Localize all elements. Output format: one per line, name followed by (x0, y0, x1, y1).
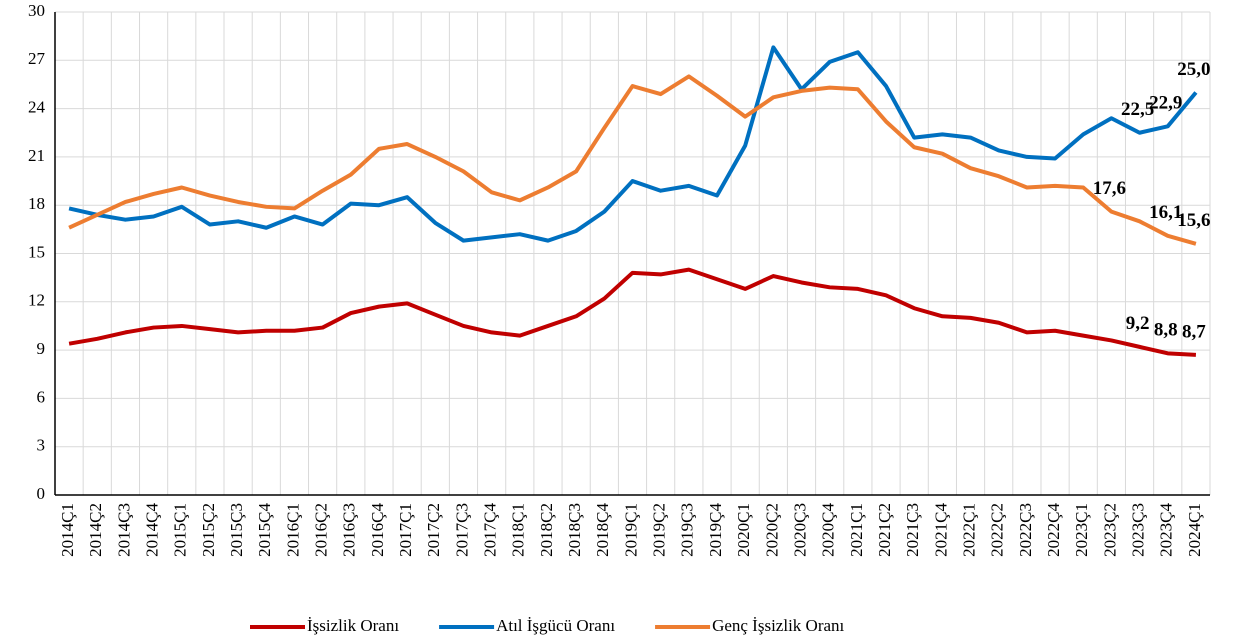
x-tick-label: 2019Ç1 (621, 503, 640, 557)
y-tick-label: 9 (37, 339, 46, 358)
x-tick-label: 2019Ç2 (650, 503, 669, 557)
x-tick-label: 2023Ç3 (1128, 503, 1147, 557)
x-tick-label: 2021Ç4 (931, 503, 950, 557)
x-tick-label: 2020Ç3 (790, 503, 809, 557)
x-tick-label: 2023Ç1 (1072, 503, 1091, 557)
x-tick-label: 2021Ç3 (903, 503, 922, 557)
x-tick-label: 2018Ç1 (509, 503, 528, 557)
x-tick-label: 2022Ç1 (959, 503, 978, 557)
x-tick-label: 2021Ç2 (875, 503, 894, 557)
x-tick-label: 2022Ç3 (1016, 503, 1035, 557)
line-series (68, 74, 1197, 246)
x-tick-label: 2016Ç3 (340, 503, 359, 557)
x-tick-label: 2016Ç4 (368, 503, 387, 557)
value-label: 8,8 (1154, 320, 1178, 341)
x-tick-label: 2015Ç4 (255, 503, 274, 557)
x-tick-label: 2016Ç1 (283, 503, 302, 557)
x-tick-label: 2017Ç1 (396, 503, 415, 557)
x-tick-label: 2014Ç4 (143, 503, 162, 557)
x-tick-label: 2018Ç4 (593, 503, 612, 557)
y-tick-label: 24 (28, 98, 46, 117)
x-tick-label: 2021Ç1 (847, 503, 866, 557)
x-tick-label: 2022Ç4 (1044, 503, 1063, 557)
legend-label: Genç İşsizlik Oranı (712, 616, 844, 635)
x-tick-label: 2015Ç1 (171, 503, 190, 557)
legend-label: İşsizlik Oranı (307, 616, 399, 635)
x-tick-label: 2017Ç2 (424, 503, 443, 557)
y-tick-label: 21 (28, 146, 45, 165)
line-series (68, 267, 1197, 357)
x-tick-label: 2014Ç1 (58, 503, 77, 557)
x-tick-label: 2018Ç3 (565, 503, 584, 557)
value-label: 17,6 (1093, 178, 1126, 199)
value-label: 16,1 (1149, 202, 1182, 223)
x-tick-label: 2015Ç3 (227, 503, 246, 557)
y-tick-label: 27 (28, 49, 46, 68)
value-label: 15,6 (1177, 210, 1210, 231)
y-tick-label: 18 (28, 194, 45, 213)
y-tick-label: 0 (37, 484, 46, 503)
x-tick-label: 2018Ç2 (537, 503, 556, 557)
x-tick-label: 2023Ç4 (1157, 503, 1176, 557)
x-tick-label: 2022Ç2 (988, 503, 1007, 557)
x-tick-label: 2020Ç1 (734, 503, 753, 557)
x-tick-label: 2016Ç2 (312, 503, 331, 557)
x-tick-label: 2019Ç4 (706, 503, 725, 557)
x-tick-label: 2020Ç4 (819, 503, 838, 557)
line-series (68, 45, 1198, 243)
x-tick-label: 2017Ç4 (481, 503, 500, 557)
legend-label: Atıl İşgücü Oranı (496, 616, 615, 635)
y-tick-label: 15 (28, 242, 45, 261)
value-label: 9,2 (1126, 313, 1150, 334)
x-tick-label: 2017Ç3 (452, 503, 471, 557)
value-label: 22,5 (1121, 99, 1154, 120)
x-tick-label: 2019Ç3 (678, 503, 697, 557)
x-tick-label: 2015Ç2 (199, 503, 218, 557)
x-tick-label: 2024Ç1 (1185, 503, 1204, 557)
x-tick-label: 2020Ç2 (762, 503, 781, 557)
y-tick-label: 30 (28, 1, 45, 20)
y-tick-label: 6 (37, 387, 46, 406)
value-label: 22,9 (1149, 93, 1182, 114)
x-tick-label: 2014Ç3 (114, 503, 133, 557)
y-tick-label: 3 (37, 436, 46, 455)
x-tick-label: 2014Ç2 (86, 503, 105, 557)
y-tick-label: 12 (28, 291, 45, 310)
x-tick-label: 2023Ç2 (1100, 503, 1119, 557)
value-label: 8,7 (1182, 321, 1206, 342)
value-label: 25,0 (1177, 59, 1210, 80)
